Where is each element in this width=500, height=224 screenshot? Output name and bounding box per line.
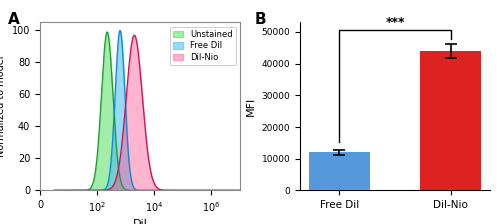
Y-axis label: MFI: MFI bbox=[246, 97, 256, 116]
Text: A: A bbox=[8, 12, 20, 27]
Bar bbox=[308, 152, 370, 190]
Text: ***: *** bbox=[385, 16, 405, 29]
Bar bbox=[420, 51, 482, 190]
Y-axis label: Normalized to model: Normalized to model bbox=[0, 56, 6, 157]
Legend: Unstained, Free DiI, DiI-Nio: Unstained, Free DiI, DiI-Nio bbox=[170, 27, 236, 65]
X-axis label: DiI: DiI bbox=[132, 220, 148, 224]
Text: B: B bbox=[254, 12, 266, 27]
